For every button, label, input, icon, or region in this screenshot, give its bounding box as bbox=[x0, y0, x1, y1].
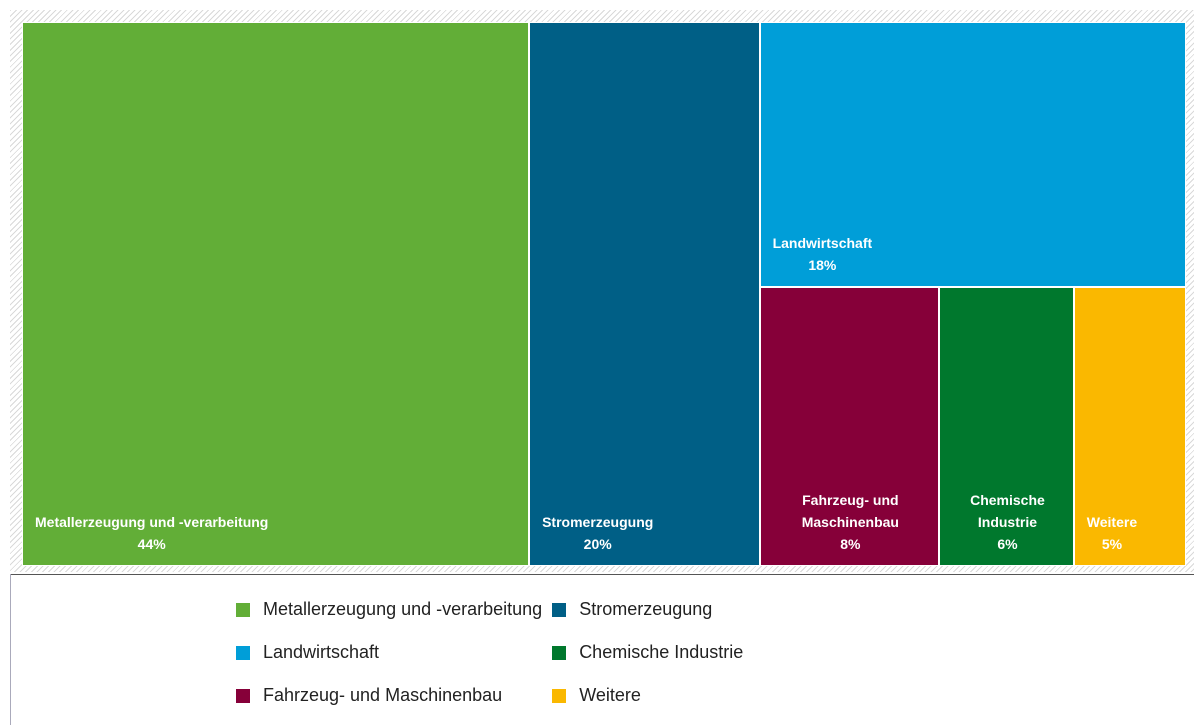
legend-swatch bbox=[236, 602, 250, 617]
tile-name: Chemische Industrie bbox=[970, 491, 1045, 530]
legend-item: Fahrzeug- und Maschinenbau bbox=[236, 674, 542, 717]
tile-name: Landwirtschaft bbox=[772, 234, 873, 251]
tile-label: Metallerzeugung und -verarbeitung 44% bbox=[35, 511, 268, 555]
legend-item: Metallerzeugung und -verarbeitung bbox=[236, 588, 542, 631]
tile: Chemische Industrie 6% bbox=[939, 286, 1074, 566]
legend-swatch bbox=[236, 688, 250, 703]
tile-label: Stromerzeugung 20% bbox=[542, 511, 653, 555]
tile-value: 8% bbox=[840, 535, 861, 552]
tile-value: 18% bbox=[808, 256, 837, 273]
legend-label: Landwirtschaft bbox=[263, 642, 380, 662]
legend-item: Chemische Industrie bbox=[552, 631, 743, 674]
legend-item: Weitere bbox=[552, 674, 743, 717]
treemap: Metallerzeugung und -verarbeitung 44% Stro… bbox=[22, 22, 1186, 566]
tile-name: Weitere bbox=[1086, 513, 1138, 530]
legend-swatch bbox=[552, 645, 567, 660]
legend-swatch bbox=[552, 602, 567, 617]
tile: Fahrzeug- und Maschinenbau 8% bbox=[759, 286, 940, 566]
legend-item: Stromerzeugung bbox=[552, 588, 743, 631]
legend-label: Fahrzeug- und Maschinenbau bbox=[263, 685, 503, 705]
divider bbox=[10, 574, 11, 725]
legend-swatch bbox=[552, 688, 567, 703]
tile-label: Weitere 5% bbox=[1087, 511, 1137, 555]
tile: Landwirtschaft 18% bbox=[759, 22, 1186, 287]
legend: Metallerzeugung und -verarbeitung Stromer… bbox=[236, 588, 743, 717]
legend-label: Weitere bbox=[579, 685, 641, 705]
legend-label: Chemische Industrie bbox=[579, 642, 744, 662]
tile-value: 5% bbox=[1101, 535, 1123, 552]
tile-name: Stromerzeugung bbox=[542, 514, 654, 530]
tile-label: Fahrzeug- und Maschinenbau 8% bbox=[773, 489, 929, 555]
tile-value: 44% bbox=[137, 536, 166, 552]
legend-item: Landwirtschaft bbox=[236, 631, 542, 674]
tile: Weitere 5% bbox=[1073, 286, 1186, 566]
tile-name: Metallerzeugung und -verarbeitung bbox=[35, 514, 269, 530]
tile-label: Chemische Industrie 6% bbox=[952, 489, 1063, 555]
tile-label: Landwirtschaft 18% bbox=[773, 232, 873, 276]
divider bbox=[10, 574, 1194, 575]
tile: Stromerzeugung 20% bbox=[529, 22, 760, 566]
tile-name: Fahrzeug- und Maschinenbau bbox=[801, 491, 899, 530]
tile-value: 6% bbox=[997, 535, 1018, 552]
legend-swatch bbox=[236, 645, 250, 660]
legend-label: Metallerzeugung und -verarbeitung bbox=[263, 599, 543, 619]
tile: Metallerzeugung und -verarbeitung 44% bbox=[22, 22, 530, 566]
tile-value: 20% bbox=[583, 536, 612, 552]
legend-label: Stromerzeugung bbox=[579, 599, 713, 619]
